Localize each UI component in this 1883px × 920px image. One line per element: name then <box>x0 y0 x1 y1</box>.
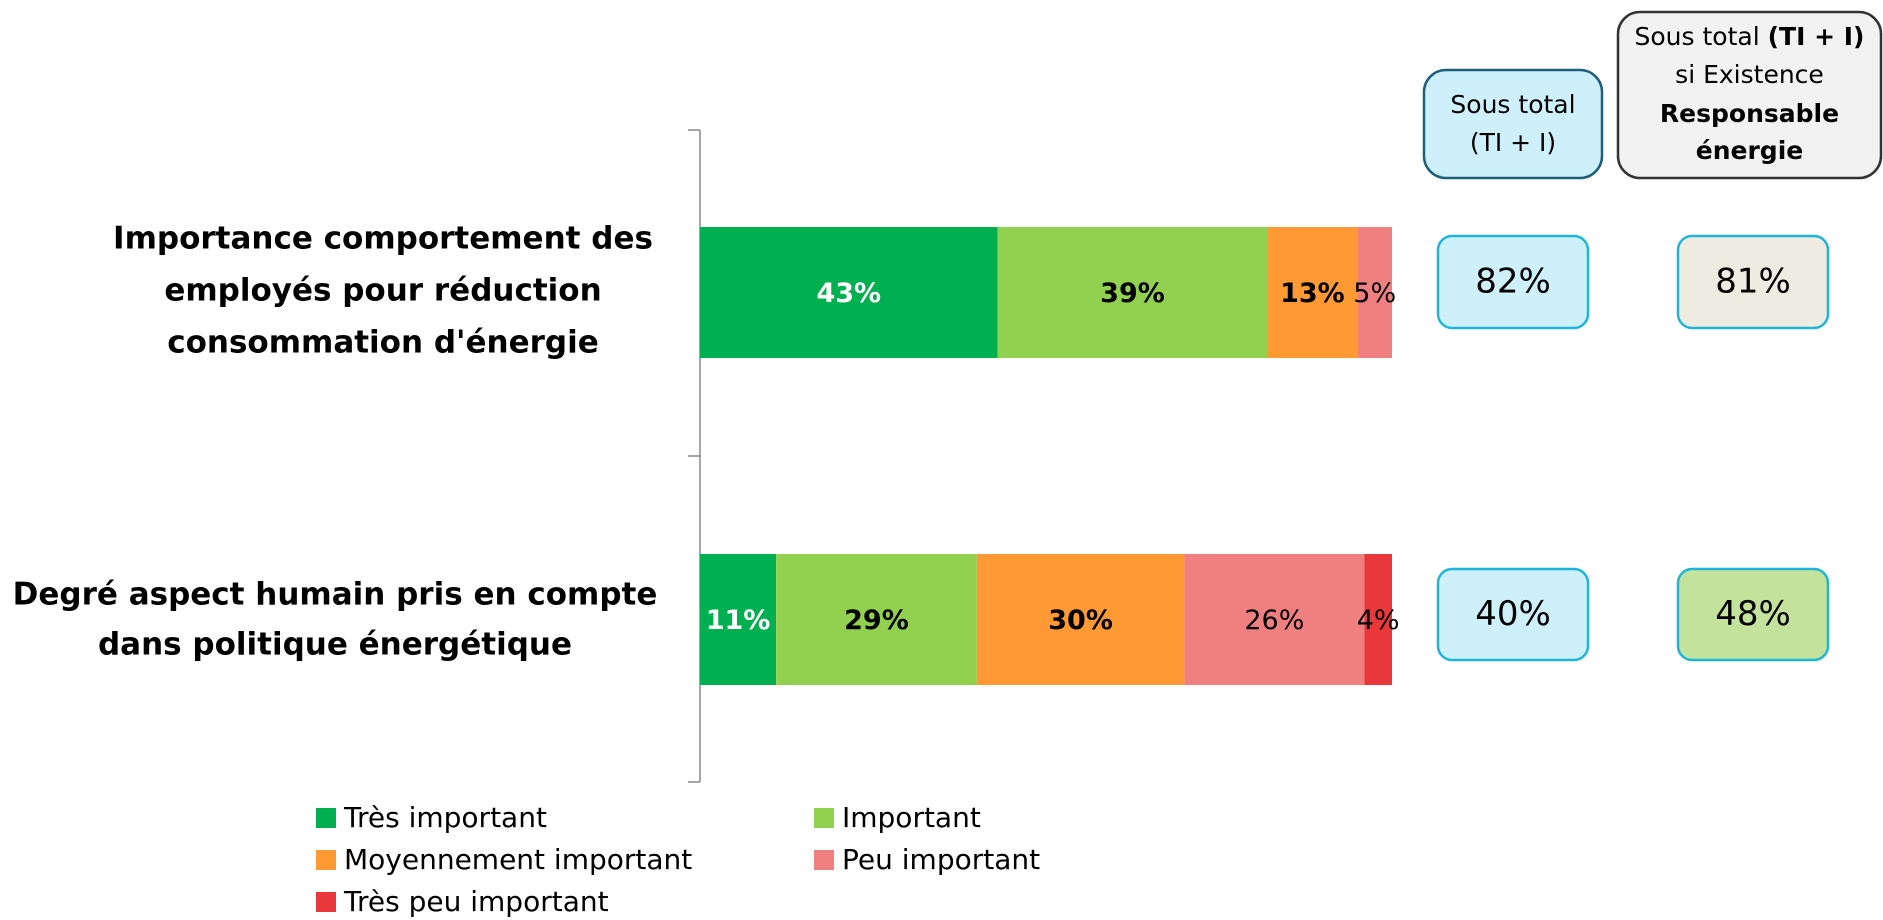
category-label: consommation d'énergie <box>167 325 599 361</box>
subtotal-value: 81% <box>1715 262 1791 302</box>
subtotal-box <box>1676 234 1830 330</box>
subtotal-value: 40% <box>1475 594 1551 634</box>
legend-swatch <box>814 850 834 870</box>
subtotal-header-box <box>1422 68 1604 180</box>
data-label: 29% <box>844 605 909 636</box>
subtotal-header-part: énergie <box>1696 136 1803 165</box>
legend-label: Important <box>842 801 981 834</box>
legend-swatch <box>316 808 336 828</box>
subtotal-box <box>1436 234 1590 330</box>
subtotal-header-part: (TI + I) <box>1768 22 1865 51</box>
bar-segment <box>700 554 777 685</box>
bar-segment <box>1267 227 1358 358</box>
category-label: Importance comportement des <box>113 221 653 257</box>
data-label: 26% <box>1244 605 1304 636</box>
data-label: 39% <box>1100 278 1165 309</box>
subtotal-header-part: Sous total <box>1635 22 1768 51</box>
bar-segment <box>1357 227 1392 358</box>
bar-segment <box>700 227 998 358</box>
subtotal-header-part: Sous total <box>1450 90 1575 119</box>
subtotal-header: si Existence <box>1675 60 1824 89</box>
subtotal-value: 48% <box>1715 594 1791 634</box>
subtotal-header: énergie <box>1696 136 1803 165</box>
data-label: 4% <box>1357 605 1400 636</box>
bar-segment <box>1184 554 1365 685</box>
bar-segment <box>776 554 977 685</box>
subtotal-box <box>1676 567 1830 662</box>
subtotal-header: Responsable <box>1660 99 1839 128</box>
subtotal-header: Sous total <box>1450 90 1575 119</box>
subtotal-box <box>1436 567 1590 662</box>
category-label: Degré aspect humain pris en compte <box>13 577 658 613</box>
category-label: employés pour réduction <box>164 273 601 309</box>
data-label: 30% <box>1048 605 1113 636</box>
bar-segment <box>997 227 1268 358</box>
subtotal-header-part: Responsable <box>1660 99 1839 128</box>
subtotal-header-part: si Existence <box>1675 60 1824 89</box>
legend-swatch <box>316 850 336 870</box>
legend-swatch <box>814 808 834 828</box>
subtotal-header-part: (TI + I) <box>1470 128 1556 157</box>
bar-segment <box>1364 554 1392 685</box>
category-label: dans politique énergétique <box>98 627 572 663</box>
legend-label: Moyennement important <box>344 843 692 876</box>
subtotal-value: 82% <box>1475 262 1551 302</box>
legend-swatch <box>316 892 336 912</box>
subtotal-header: (TI + I) <box>1470 128 1556 157</box>
subtotal-header: Sous total (TI + I) <box>1635 22 1865 51</box>
data-label: 43% <box>816 278 881 309</box>
data-label: 5% <box>1353 278 1396 309</box>
subtotal-header-box <box>1616 10 1883 180</box>
legend-label: Peu important <box>842 843 1040 876</box>
data-label: 11% <box>706 605 771 636</box>
legend-label: Très important <box>343 801 547 834</box>
bar-segment <box>976 554 1185 685</box>
data-label: 13% <box>1280 278 1345 309</box>
legend-label: Très peu important <box>343 885 609 918</box>
